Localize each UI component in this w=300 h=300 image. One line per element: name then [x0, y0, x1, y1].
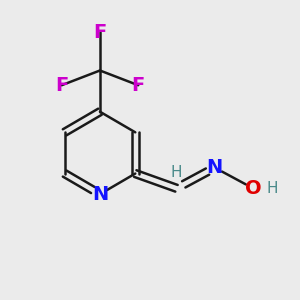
Text: F: F — [132, 76, 145, 95]
Text: N: N — [92, 185, 108, 204]
Text: H: H — [266, 181, 278, 196]
Text: O: O — [245, 179, 261, 198]
Text: F: F — [55, 76, 68, 95]
Text: F: F — [93, 23, 106, 42]
Text: H: H — [171, 165, 182, 180]
Text: N: N — [207, 158, 223, 177]
